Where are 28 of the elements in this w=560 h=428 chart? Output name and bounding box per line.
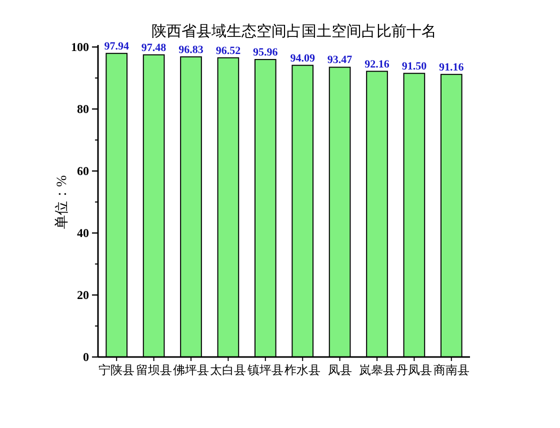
y-tick-label: 40 [77, 226, 89, 240]
data-label: 97.48 [141, 42, 167, 54]
data-label: 91.16 [439, 61, 464, 74]
y-tick-label: 0 [83, 350, 89, 364]
data-label: 96.83 [178, 44, 204, 56]
x-tick-label: 柞水县 [284, 363, 321, 377]
y-tick-label: 20 [77, 288, 89, 302]
data-label: 95.96 [253, 46, 278, 59]
x-tick-label: 太白县 [210, 363, 246, 377]
x-tick-label: 留坝县 [136, 363, 172, 377]
x-tick-label: 岚皋县 [359, 363, 395, 377]
x-tick-label: 镇坪县 [246, 363, 284, 377]
chart-title: 陕西省县域生态空间占国土空间占比前十名 [152, 23, 436, 40]
y-tick-label: 60 [77, 164, 89, 178]
data-label: 93.47 [327, 54, 353, 66]
data-label: 96.52 [216, 44, 242, 57]
y-tick-label: 100 [71, 40, 89, 54]
x-tick-label: 丹凤县 [396, 363, 432, 377]
y-axis-title: 单位：% [54, 174, 70, 229]
x-tick-label: 佛坪县 [173, 363, 209, 377]
x-tick-label: 宁陕县 [98, 363, 135, 377]
x-tick-label: 凤县 [328, 363, 352, 377]
y-tick-label: 80 [77, 102, 89, 116]
data-label: 91.50 [402, 60, 428, 72]
data-label: 94.09 [290, 52, 316, 64]
x-tick-label: 商南县 [433, 363, 470, 377]
data-label: 97.94 [104, 40, 130, 52]
data-label: 92.16 [364, 58, 390, 70]
